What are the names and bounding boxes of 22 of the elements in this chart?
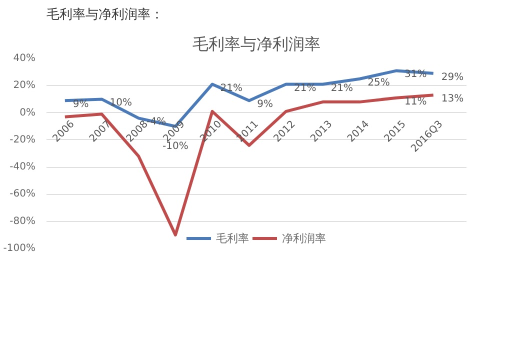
y-tick-label: -20% <box>10 134 36 146</box>
data-label: 9% <box>72 99 89 110</box>
data-label: 11% <box>404 96 427 108</box>
data-label: 29% <box>441 72 464 83</box>
legend-label: 净利润率 <box>282 230 326 246</box>
data-label: 9% <box>257 99 274 110</box>
legend-label: 毛利率 <box>216 230 249 246</box>
data-label: 25% <box>368 77 390 88</box>
data-label: 21% <box>294 82 316 94</box>
data-label: -10% <box>162 140 188 152</box>
chart-title: 毛利率与净利润率 <box>192 34 320 54</box>
y-tick-label: -40% <box>10 162 36 173</box>
y-tick-label: 0% <box>20 107 36 118</box>
data-label: 10% <box>110 98 132 109</box>
text: 毛利率与净利润率： <box>46 6 164 22</box>
y-tick-label: -80% <box>10 216 36 227</box>
y-tick-label: 40% <box>13 53 36 64</box>
y-tick-label: 20% <box>13 80 36 92</box>
data-label: 13% <box>441 94 464 105</box>
y-tick-label: -60% <box>10 188 36 200</box>
y-tick-label: -100% <box>3 243 36 254</box>
data-label: 21% <box>330 82 354 94</box>
